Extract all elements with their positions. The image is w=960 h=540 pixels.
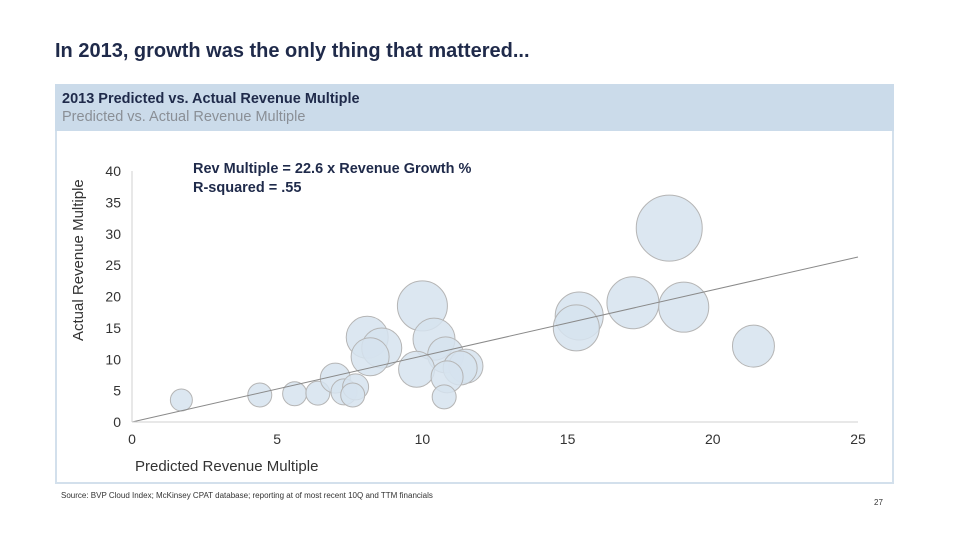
slide-title: In 2013, growth was the only thing that … xyxy=(55,40,530,62)
bubble-10 xyxy=(350,337,390,377)
x-tick-label: 20 xyxy=(705,431,721,447)
bubble-14 xyxy=(398,350,436,388)
x-tick-label: 15 xyxy=(560,431,576,447)
y-tick-label: 10 xyxy=(105,351,121,367)
trendline xyxy=(131,256,859,423)
panel-title: 2013 Predicted vs. Actual Revenue Multip… xyxy=(62,91,360,107)
x-tick-label: 0 xyxy=(128,431,136,447)
y-tick-label: 0 xyxy=(113,414,121,430)
bubble-21 xyxy=(658,281,710,333)
bubble-18 xyxy=(431,384,457,410)
y-axis-label: Actual Revenue Multiple xyxy=(70,179,87,341)
y-tick-label: 40 xyxy=(105,163,121,179)
x-tick-label: 5 xyxy=(273,431,281,447)
equation-annotation: Rev Multiple = 22.6 x Revenue Growth % xyxy=(193,161,472,177)
bubble-24 xyxy=(731,324,775,368)
y-tick-label: 15 xyxy=(105,320,121,336)
y-tick-label: 35 xyxy=(105,194,121,210)
bubble-19 xyxy=(635,194,703,262)
y-tick-label: 25 xyxy=(105,257,121,273)
bubble-20 xyxy=(606,276,660,330)
y-tick-label: 5 xyxy=(113,383,121,399)
panel-subtitle: Predicted vs. Actual Revenue Multiple xyxy=(62,109,306,125)
r-squared-annotation: R-squared = .55 xyxy=(193,180,301,196)
x-tick-label: 25 xyxy=(850,431,866,447)
x-axis-label: Predicted Revenue Multiple xyxy=(135,458,318,475)
panel-header: 2013 Predicted vs. Actual Revenue Multip… xyxy=(55,84,894,131)
x-tick-label: 10 xyxy=(415,431,431,447)
bubble-1 xyxy=(247,382,273,408)
chart-panel xyxy=(55,84,894,484)
bubble-0 xyxy=(169,388,193,412)
source-note: Source: BVP Cloud Index; McKinsey CPAT d… xyxy=(61,491,433,500)
y-tick-label: 30 xyxy=(105,226,121,242)
page-number: 27 xyxy=(874,498,883,507)
bubble-23 xyxy=(552,304,600,352)
y-tick-label: 20 xyxy=(105,289,121,305)
bubble-7 xyxy=(340,382,366,408)
